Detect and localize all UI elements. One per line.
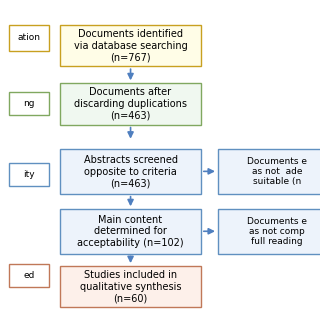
FancyBboxPatch shape — [218, 149, 320, 194]
FancyBboxPatch shape — [10, 25, 49, 51]
Text: ng: ng — [23, 100, 35, 108]
Text: Abstracts screened
opposite to criteria
(n=463): Abstracts screened opposite to criteria … — [84, 155, 178, 188]
Text: ed: ed — [23, 271, 35, 280]
Text: Studies included in
qualitative synthesis
(n=60): Studies included in qualitative synthesi… — [80, 270, 181, 303]
FancyBboxPatch shape — [218, 209, 320, 254]
Text: Documents after
discarding duplications
(n=463): Documents after discarding duplications … — [74, 87, 187, 121]
FancyBboxPatch shape — [60, 149, 201, 194]
FancyBboxPatch shape — [10, 264, 49, 287]
FancyBboxPatch shape — [10, 163, 49, 186]
Text: Documents e
as not  ade
suitable (n: Documents e as not ade suitable (n — [247, 156, 307, 187]
FancyBboxPatch shape — [60, 266, 201, 308]
FancyBboxPatch shape — [10, 92, 49, 116]
FancyBboxPatch shape — [60, 209, 201, 254]
FancyBboxPatch shape — [60, 25, 201, 66]
FancyBboxPatch shape — [60, 83, 201, 125]
Text: Documents e
as not comp
full reading: Documents e as not comp full reading — [247, 217, 307, 246]
Text: ation: ation — [18, 33, 41, 42]
Text: Documents identified
via database searching
(n=767): Documents identified via database search… — [74, 29, 188, 62]
Text: Main content
determined for
acceptability (n=102): Main content determined for acceptabilit… — [77, 215, 184, 248]
Text: ity: ity — [23, 170, 35, 179]
